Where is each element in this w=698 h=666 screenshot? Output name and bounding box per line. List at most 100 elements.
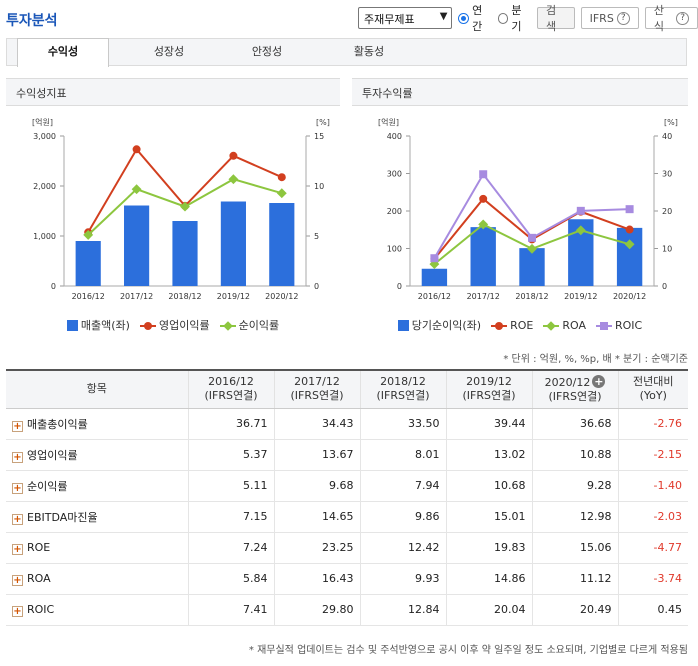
- legend-item[interactable]: 순이익률: [219, 317, 279, 333]
- legend-swatch: [139, 320, 156, 331]
- legend-label: ROIC: [614, 318, 643, 332]
- row-label: 매출총이익률: [27, 417, 88, 431]
- question-icon: ?: [616, 11, 630, 25]
- tick-label-left: 0: [51, 282, 56, 291]
- axis-unit-left: [억원]: [32, 117, 53, 127]
- legend-label: 매출액(좌): [80, 319, 130, 332]
- tick-label-left: 400: [387, 132, 402, 141]
- category-label: 2017/12: [467, 292, 500, 301]
- value-cell: 16.43: [274, 563, 361, 595]
- legend-swatch: [543, 320, 560, 331]
- value-cell: 19.83: [446, 532, 533, 564]
- legend-label: 당기순이익(좌): [411, 319, 482, 332]
- value-cell: 39.44: [446, 408, 533, 440]
- row-name-cell[interactable]: + ROE: [6, 532, 189, 564]
- row-label: ROA: [27, 571, 51, 585]
- row-name-cell[interactable]: + 영업이익률: [6, 439, 189, 471]
- value-cell: 36.71: [188, 408, 275, 440]
- category-label: 2018/12: [515, 292, 548, 301]
- legend-swatch: [397, 319, 409, 331]
- legend-item[interactable]: ROA: [543, 317, 586, 333]
- value-cell: 20.04: [446, 594, 533, 626]
- row-name-cell[interactable]: + 순이익률: [6, 470, 189, 502]
- tick-label-left: 100: [387, 245, 402, 254]
- category-label: 2016/12: [72, 292, 105, 301]
- category-label: 2018/12: [168, 292, 201, 301]
- expand-icon[interactable]: +: [12, 574, 23, 586]
- axis-unit-left: [억원]: [378, 117, 399, 127]
- chart-point: [228, 174, 239, 185]
- radio-annual[interactable]: 연간: [458, 2, 491, 34]
- header-col: 2020/12 + (IFRS연결): [532, 370, 619, 409]
- category-label: 2020/12: [613, 292, 646, 301]
- row-name-cell[interactable]: + ROIC: [6, 594, 189, 626]
- row-name-cell[interactable]: + ROA: [6, 563, 189, 595]
- top-bar: 투자분석 주재무제표 ▼ 연간 분기 검색 IFRS ? 산식 ?: [0, 0, 698, 36]
- chart-point: [624, 239, 635, 250]
- add-column-icon[interactable]: +: [592, 374, 606, 388]
- value-cell: 14.65: [274, 501, 361, 533]
- category-label: 2019/12: [217, 292, 250, 301]
- value-cell: 7.15: [188, 501, 275, 533]
- expand-icon[interactable]: +: [12, 482, 23, 494]
- ifrs-help-button[interactable]: IFRS ?: [580, 7, 639, 29]
- tick-label-right: 20: [662, 207, 672, 216]
- ratio-table: 항목 2016/12 (IFRS연결) 2017/12 (IFRS연결) 2018/…: [6, 369, 688, 626]
- row-label: ROIC: [27, 602, 55, 616]
- bar: [421, 268, 448, 286]
- expand-icon[interactable]: +: [12, 420, 23, 432]
- row-name-cell[interactable]: + 매출총이익률: [6, 408, 189, 440]
- chart-point: [479, 194, 488, 203]
- tab-growth[interactable]: 성장성: [153, 45, 185, 58]
- expand-icon[interactable]: +: [12, 513, 23, 525]
- value-cell: 11.12: [532, 563, 619, 595]
- value-cell: 5.37: [188, 439, 275, 471]
- formula-help-button[interactable]: 산식 ?: [644, 4, 698, 33]
- tab-profitability[interactable]: 수익성: [17, 38, 109, 67]
- yoy-cell: -3.74: [618, 563, 688, 595]
- tick-label-right: 0: [662, 282, 667, 291]
- tick-label-right: 10: [314, 182, 324, 191]
- header-col: 전년대비 (YoY): [618, 370, 688, 409]
- table-row: + ROE 7.24 23.25 12.42 19.83 15.06 -4.77: [6, 532, 688, 564]
- radio-annual-label: 연간: [472, 4, 483, 33]
- category-label: 2019/12: [564, 292, 597, 301]
- statement-select-value: 주재무제표: [364, 13, 415, 26]
- legend-item[interactable]: 영업이익률: [139, 317, 210, 333]
- value-cell: 12.42: [360, 532, 447, 564]
- row-name-cell[interactable]: + EBITDA마진율: [6, 501, 189, 533]
- chevron-down-icon: ▼: [439, 11, 448, 22]
- statement-select[interactable]: 주재무제표 ▼: [358, 7, 453, 29]
- tick-label-right: 15: [314, 132, 324, 141]
- tab-bar: 수익성 성장성 안정성 활동성: [6, 38, 687, 67]
- value-cell: 5.11: [188, 470, 275, 502]
- legend-item[interactable]: ROIC: [595, 317, 643, 333]
- search-button[interactable]: 검색: [536, 4, 575, 33]
- bar: [470, 227, 496, 286]
- tab-stability[interactable]: 안정성: [251, 45, 283, 58]
- tick-label-right: 40: [662, 132, 672, 141]
- expand-icon[interactable]: +: [12, 451, 23, 463]
- radio-quarter[interactable]: 분기: [497, 2, 531, 34]
- axis-unit-right: [%]: [316, 118, 330, 127]
- legend-item[interactable]: ROE: [491, 317, 533, 333]
- value-cell: 9.93: [360, 563, 447, 595]
- returns-chart: [억원] [%] 0 100 200 300 400 0 10 20 30 40 2016/12 2017…: [378, 117, 678, 301]
- tick-label-right: 30: [662, 170, 672, 179]
- legend-label: 영업이익률: [158, 319, 210, 332]
- legend-item[interactable]: 매출액(좌): [66, 317, 130, 333]
- category-label: 2016/12: [418, 292, 451, 301]
- chart-point: [527, 243, 537, 254]
- returns-chart-panel: 투자수익률 [억원] [%] 0 100 200 300 400 0 10 20 30 40 2016/…: [352, 78, 688, 340]
- legend-item[interactable]: 당기순이익(좌): [397, 317, 482, 333]
- expand-icon[interactable]: +: [12, 543, 23, 555]
- chart-point: [625, 225, 634, 234]
- bar: [269, 203, 295, 286]
- chart-point: [276, 188, 287, 199]
- tab-activity[interactable]: 활동성: [353, 45, 385, 58]
- header-col: 2017/12 (IFRS연결): [274, 370, 361, 409]
- value-cell: 7.41: [188, 594, 275, 626]
- chart-point: [180, 201, 190, 212]
- legend-swatch: [595, 320, 612, 331]
- expand-icon[interactable]: +: [12, 605, 23, 617]
